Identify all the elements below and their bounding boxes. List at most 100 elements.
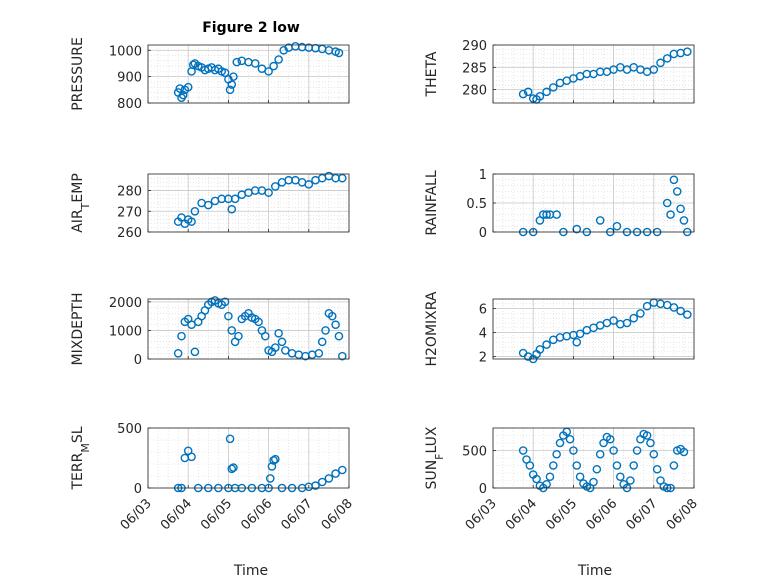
data-point (669, 461, 679, 470)
subplot-sun-flux: 0 500 06/03 06/04 06/05 06/06 06/07 06/08 SUNFLU… (424, 426, 701, 533)
data-point (535, 92, 545, 101)
data-point (609, 446, 618, 455)
y-tick-label: 270 (117, 205, 142, 220)
axes-frame (147, 298, 350, 360)
y-tick-label: 800 (117, 97, 142, 112)
data-point (518, 446, 528, 455)
x-tick-label: 06/07 (624, 496, 661, 533)
y-tick-label: 0 (134, 353, 142, 368)
data-point (187, 452, 196, 462)
y-tick-label: 0.5 (466, 197, 487, 212)
data-point (629, 313, 639, 323)
y-tick-label: 280 (117, 185, 142, 200)
axes-frame (147, 427, 350, 489)
y-axis-label-4: MIXDEPTH (70, 293, 86, 366)
data-point (230, 194, 240, 204)
subplot-pressure: 800 900 1000 PRESSURE (70, 37, 350, 112)
data-point (642, 431, 652, 440)
data-point (321, 326, 330, 335)
data-point (552, 210, 561, 219)
data-point (669, 175, 679, 185)
data-point (277, 337, 287, 347)
data-point (334, 331, 344, 341)
data-point (203, 200, 213, 210)
y-tick-label: 2 (479, 351, 487, 366)
data-point (649, 449, 659, 459)
data-point (229, 463, 238, 472)
data-point (605, 434, 615, 444)
data-point (542, 87, 551, 97)
data-point (331, 320, 340, 330)
data-point (572, 461, 582, 470)
x-tick-label: 06/04 (503, 496, 540, 533)
data-point (636, 309, 645, 318)
x-tick-label: 06/06 (583, 496, 620, 533)
data-point (317, 477, 327, 487)
subplot-theta: 280 285 290 THETA (424, 39, 695, 104)
data-point (331, 469, 340, 478)
data-point (545, 472, 555, 482)
y-axis-label-5: H2OMIXRA (424, 291, 440, 366)
x-tick-label: 06/05 (198, 496, 235, 533)
data-point (535, 345, 545, 354)
data-point (676, 306, 685, 316)
y-tick-label: 0 (479, 482, 487, 497)
y-tick-label: 285 (462, 61, 487, 76)
y-tick-label: 0 (479, 226, 487, 241)
x-tick-label: 06/03 (118, 496, 155, 533)
data-point (225, 85, 235, 95)
y-tick-label: 2000 (109, 296, 142, 311)
data-point (549, 461, 558, 470)
data-point (220, 297, 230, 307)
y-axis-label-6: TERRMSL (70, 426, 92, 490)
y-tick-label: 290 (462, 39, 487, 54)
data-point (304, 180, 314, 189)
data-point (274, 328, 283, 338)
data-point (188, 60, 198, 70)
data-point (612, 461, 622, 470)
data-point (311, 481, 320, 490)
data-point (337, 351, 347, 361)
data-point (656, 58, 665, 68)
data-point (227, 326, 237, 335)
data-point (612, 221, 622, 231)
data-point (672, 187, 682, 196)
data-point (676, 204, 685, 214)
y-tick-label: 6 (479, 303, 487, 318)
data-point (324, 474, 334, 483)
data-point (227, 204, 237, 214)
data-point (190, 206, 200, 216)
data-point (683, 47, 692, 56)
data-point (267, 462, 277, 471)
data-point (666, 210, 675, 219)
data-point (227, 464, 237, 474)
data-point (569, 446, 578, 455)
data-point (626, 476, 635, 485)
data-point (229, 72, 238, 81)
data-point (187, 217, 196, 226)
data-point (632, 446, 642, 455)
data-point (532, 474, 541, 484)
data-point (264, 188, 273, 197)
y-tick-label: 1000 (109, 324, 142, 339)
y-tick-label: 1 (479, 168, 487, 183)
x-tick-label: 06/08 (319, 496, 356, 533)
axes-frame (492, 427, 695, 489)
data-point (662, 198, 672, 208)
data-point (270, 454, 280, 464)
y-tick-label: 900 (117, 71, 142, 86)
x-tick-label: 06/04 (158, 496, 195, 533)
data-point (234, 331, 243, 341)
data-point (589, 477, 598, 487)
data-point (269, 456, 278, 465)
plot-area (148, 45, 349, 103)
y-axis-label-3: RAINFALL (424, 170, 440, 235)
data-point (575, 329, 585, 339)
subplot-rainfall: 0 0.5 1 RAINFALL (424, 168, 695, 241)
data-point (565, 434, 575, 444)
y-axis-label-1: THETA (424, 51, 440, 97)
x-tick-label: 06/07 (279, 496, 316, 533)
data-point (220, 68, 230, 77)
y-tick-label: 0 (134, 482, 142, 497)
